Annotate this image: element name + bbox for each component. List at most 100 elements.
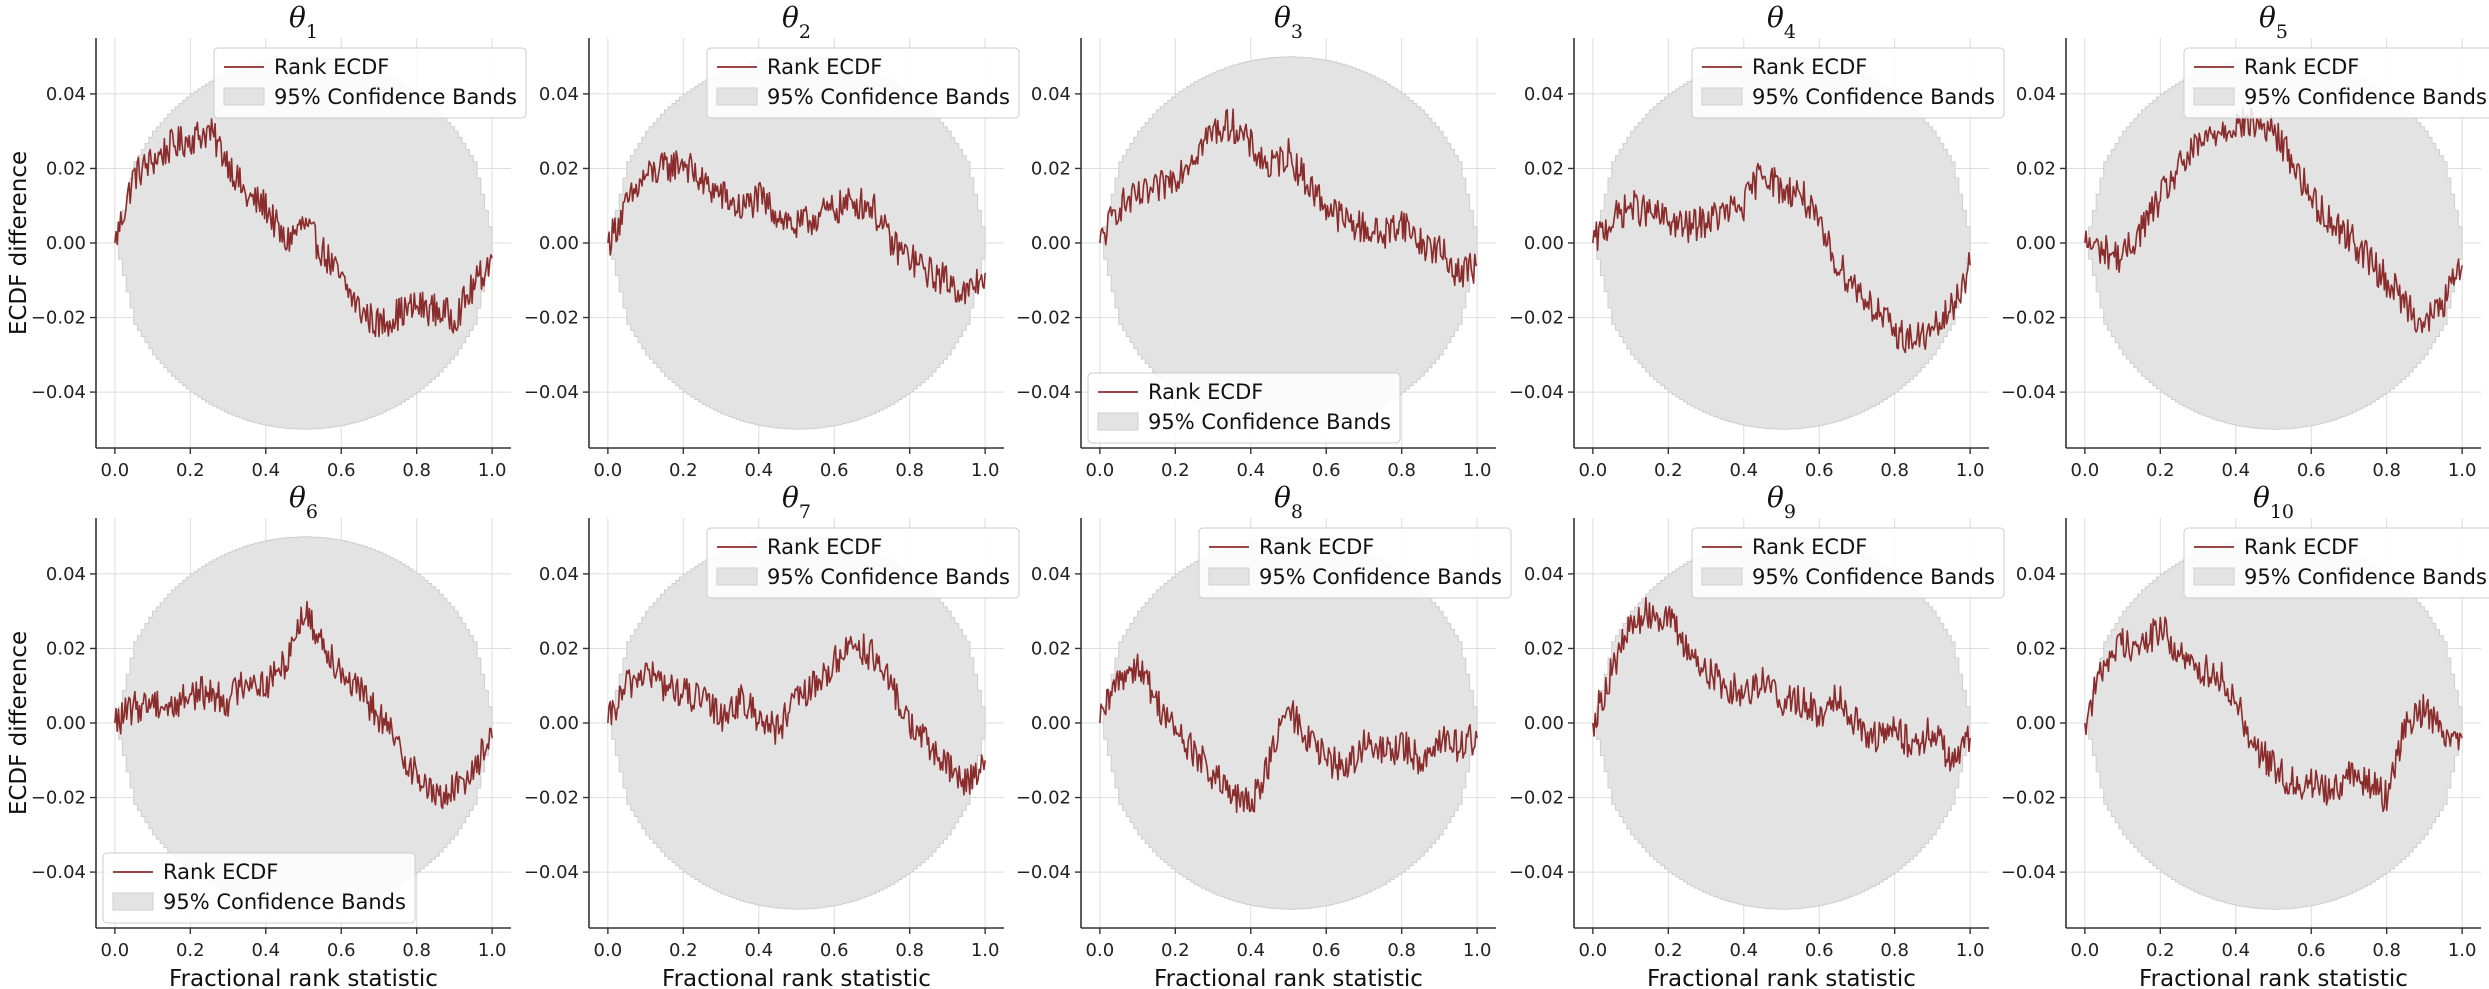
x-tick-label: 1.0 xyxy=(2448,940,2477,961)
legend-band-swatch xyxy=(223,87,265,106)
legend: Rank ECDF 95% Confidence Bands xyxy=(1198,527,1512,599)
y-tick-label: −0.04 xyxy=(1016,382,1071,403)
y-tick-label: 0.02 xyxy=(539,638,579,659)
legend-band-swatch xyxy=(2193,567,2235,586)
x-tick-label: 0.6 xyxy=(1312,940,1341,961)
panel-8: 0.0 0.2 0.4 0.6 0.8 1.0 −0.04 −0.02 0.00 0.02 0.04… xyxy=(1016,481,1512,989)
y-tick-label: −0.04 xyxy=(1509,382,1564,403)
y-tick-label: 0.00 xyxy=(539,713,579,734)
y-tick-label: 0.02 xyxy=(539,158,579,179)
panel-title: θ3 xyxy=(1274,1,1303,43)
legend-label-ecdf: Rank ECDF xyxy=(2244,55,2359,79)
panel-title-subscript: 2 xyxy=(799,21,811,43)
x-tick-label: 0.0 xyxy=(1086,940,1115,961)
x-tick-label: 0.8 xyxy=(1880,940,1909,961)
legend-label-ecdf: Rank ECDF xyxy=(1148,380,1263,404)
x-axis-label: Fractional rank statistic xyxy=(1154,966,1423,989)
x-tick-label: 1.0 xyxy=(478,940,507,961)
legend-label-bands: 95% Confidence Bands xyxy=(767,565,1010,589)
legend-label-ecdf: Rank ECDF xyxy=(767,535,882,559)
y-tick-label: −0.04 xyxy=(524,382,579,403)
x-tick-label: 0.8 xyxy=(895,460,924,481)
x-tick-label: 0.8 xyxy=(402,460,431,481)
legend-band-swatch xyxy=(1097,412,1139,431)
panel-title-subscript: 5 xyxy=(2276,21,2288,43)
x-tick-label: 1.0 xyxy=(478,460,507,481)
rank-ecdf-line xyxy=(2084,106,2463,334)
rank-ecdf-line xyxy=(607,633,986,796)
x-axis-label: Fractional rank statistic xyxy=(662,966,931,989)
panel-title-symbol: θ xyxy=(1767,481,1784,514)
legend-label-ecdf: Rank ECDF xyxy=(1752,55,1867,79)
y-axis-label: ECDF difference xyxy=(6,151,32,335)
legend: Rank ECDF 95% Confidence Bands xyxy=(1691,527,2005,599)
y-tick-label: 0.04 xyxy=(1524,564,1564,585)
panel-title-symbol: θ xyxy=(2253,481,2270,514)
legend-label-bands: 95% Confidence Bands xyxy=(2244,565,2487,589)
y-tick-label: −0.04 xyxy=(31,382,86,403)
x-tick-label: 0.0 xyxy=(594,460,623,481)
y-tick-label: 0.00 xyxy=(539,233,579,254)
y-tick-label: −0.02 xyxy=(31,308,86,329)
x-tick-label: 0.2 xyxy=(669,940,698,961)
x-tick-label: 0.2 xyxy=(1161,460,1190,481)
legend: Rank ECDF 95% Confidence Bands xyxy=(706,527,1020,599)
y-tick-label: 0.04 xyxy=(2016,564,2056,585)
y-tick-label: 0.00 xyxy=(1524,233,1564,254)
legend-label-ecdf: Rank ECDF xyxy=(163,860,278,884)
panel-title-symbol: θ xyxy=(1274,1,1291,34)
y-tick-label: −0.02 xyxy=(524,788,579,809)
legend-band-swatch xyxy=(1701,87,1743,106)
y-tick-label: 0.00 xyxy=(46,233,86,254)
legend-label-bands: 95% Confidence Bands xyxy=(1752,565,1995,589)
panel-title-symbol: θ xyxy=(2259,1,2276,34)
legend-label-ecdf: Rank ECDF xyxy=(274,55,389,79)
x-tick-label: 0.6 xyxy=(820,460,849,481)
panel-title-subscript: 8 xyxy=(1291,501,1303,523)
legend-box xyxy=(1198,527,1512,599)
panel-title: θ4 xyxy=(1767,1,1796,43)
x-tick-label: 0.2 xyxy=(176,940,205,961)
legend: Rank ECDF 95% Confidence Bands xyxy=(102,852,416,924)
panel-title-symbol: θ xyxy=(1274,481,1291,514)
x-tick-label: 0.0 xyxy=(2071,460,2100,481)
x-tick-label: 0.2 xyxy=(1161,940,1190,961)
y-tick-label: 0.04 xyxy=(46,564,86,585)
y-tick-label: 0.02 xyxy=(46,158,86,179)
panel-title-symbol: θ xyxy=(782,481,799,514)
y-tick-label: 0.00 xyxy=(1524,713,1564,734)
y-tick-label: −0.04 xyxy=(1509,862,1564,883)
rank-ecdf-line xyxy=(1592,162,1971,354)
y-tick-label: −0.04 xyxy=(2001,382,2056,403)
x-tick-label: 0.0 xyxy=(101,460,130,481)
x-tick-label: 0.2 xyxy=(1654,460,1683,481)
x-tick-label: 0.2 xyxy=(2146,940,2175,961)
y-tick-label: 0.00 xyxy=(2016,713,2056,734)
panel-title: θ10 xyxy=(2253,481,2294,523)
y-tick-label: 0.00 xyxy=(2016,233,2056,254)
x-tick-label: 0.0 xyxy=(594,940,623,961)
panel-2: 0.0 0.2 0.4 0.6 0.8 1.0 −0.04 −0.02 0.00 0.02 0.04… xyxy=(524,1,1020,481)
panel-title-subscript: 9 xyxy=(1784,501,1796,523)
y-tick-label: 0.00 xyxy=(46,713,86,734)
y-tick-label: 0.04 xyxy=(1031,564,1071,585)
x-tick-label: 0.8 xyxy=(1387,460,1416,481)
x-tick-label: 0.6 xyxy=(2297,460,2326,481)
rank-ecdf-line xyxy=(114,118,493,338)
panel-9: 0.0 0.2 0.4 0.6 0.8 1.0 −0.04 −0.02 0.00 0.02 0.04… xyxy=(1509,481,2005,989)
x-tick-label: 0.2 xyxy=(669,460,698,481)
x-tick-label: 0.4 xyxy=(251,940,280,961)
x-tick-label: 0.8 xyxy=(2372,940,2401,961)
legend-box xyxy=(213,47,527,119)
x-tick-label: 0.6 xyxy=(2297,940,2326,961)
rank-ecdf-line xyxy=(2084,616,2463,813)
x-tick-label: 0.8 xyxy=(402,940,431,961)
legend-box xyxy=(2183,47,2489,119)
panel-title-subscript: 7 xyxy=(799,501,811,523)
y-tick-label: −0.02 xyxy=(2001,788,2056,809)
x-axis-label: Fractional rank statistic xyxy=(1647,966,1916,989)
y-tick-label: −0.02 xyxy=(1016,788,1071,809)
panel-title: θ8 xyxy=(1274,481,1303,523)
legend-label-ecdf: Rank ECDF xyxy=(1259,535,1374,559)
